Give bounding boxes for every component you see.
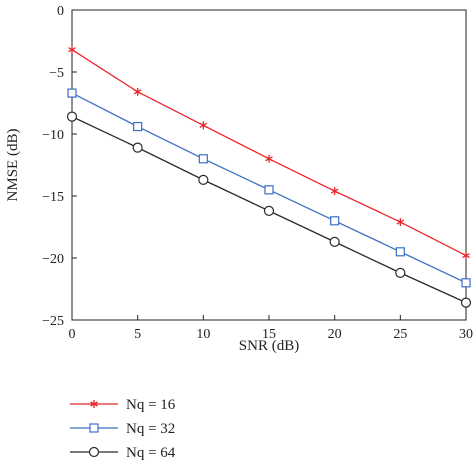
square-marker [67,88,77,98]
y-tick-label: −15 [42,190,64,205]
circle-marker [395,267,406,278]
asterisk-marker [462,251,470,260]
circle-marker [66,111,78,122]
x-axis-label: SNR (dB) [239,338,299,354]
x-tick-label: 25 [393,327,407,342]
legend-label: Nq = 16 [126,397,176,413]
legend-label: Nq = 32 [126,421,175,437]
y-axis-label: NMSE (dB) [5,129,21,202]
asterisk-marker [396,218,405,227]
asterisk-marker [199,121,208,130]
y-tick-label: −10 [42,128,64,143]
legend-item: Nq = 64 [70,445,176,461]
circle-marker [198,174,209,185]
square-marker [198,154,208,164]
square-marker [330,216,340,226]
x-tick-label: 15 [262,327,276,342]
asterisk-marker [330,187,339,196]
asterisk-marker [133,87,142,96]
series-circle [66,111,472,308]
legend-label: Nq = 64 [126,445,176,461]
legend-item: Nq = 16 [70,397,176,413]
x-tick-label: 10 [196,327,210,342]
square-marker [461,278,471,288]
asterisk-marker [265,154,273,163]
y-tick-label: 0 [57,4,64,19]
axis-ticks: 0 5 10 15 20 25 30 0 −5 −10 −15 −20 −25 [42,4,473,342]
square-marker [89,423,99,433]
x-tick-label: 20 [328,327,342,342]
square-marker [264,185,274,195]
square-marker [133,121,143,132]
circle-marker [329,236,340,247]
circle-marker [88,446,100,458]
y-tick-label: −20 [42,252,64,267]
series-square [67,88,471,288]
x-tick-label: 30 [459,327,473,342]
y-tick-label: −25 [42,314,64,329]
x-tick-label: 0 [69,327,76,342]
x-tick-label: 5 [134,327,141,342]
circle-marker [132,142,143,153]
square-marker [395,247,405,257]
asterisk-marker [90,400,98,408]
axes-frame [71,9,467,321]
asterisk-marker [68,45,76,54]
legend: Nq = 16 Nq = 32 Nq = 64 [70,397,176,461]
series-line [71,49,467,257]
plot-area-border [71,9,467,321]
y-tick-label: −5 [49,66,64,81]
series-layer [66,45,472,308]
circle-marker [460,297,472,308]
series-asterisk [68,45,470,260]
circle-marker [263,205,275,216]
legend-item: Nq = 32 [70,421,175,437]
